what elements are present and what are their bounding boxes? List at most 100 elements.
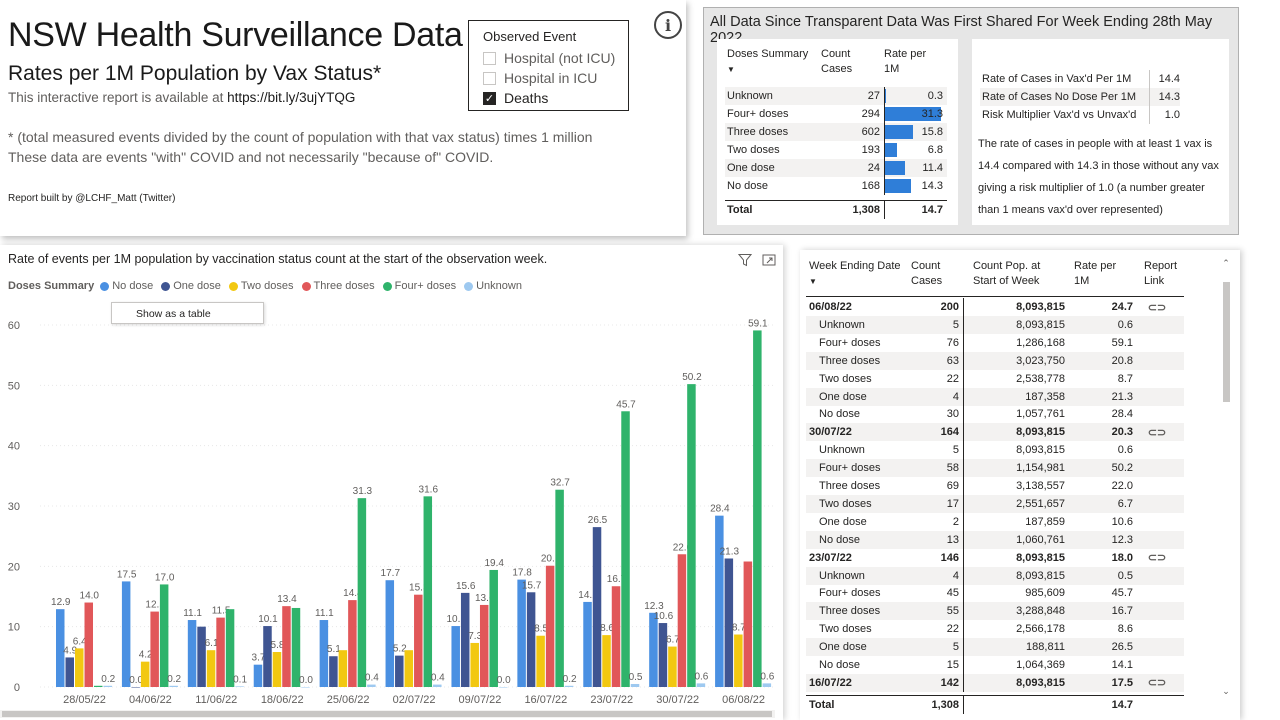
doses-summary-row[interactable]: Unknown 27 0.3 <box>725 87 947 105</box>
bar[interactable] <box>762 683 772 687</box>
bar[interactable] <box>517 579 526 687</box>
bar[interactable] <box>395 655 404 687</box>
dose-detail-row[interactable]: No dose 13 1,060,761 12.3 <box>806 530 1184 549</box>
dose-detail-row[interactable]: Four+ doses 45 985,609 45.7 <box>806 584 1184 603</box>
doses-summary-row[interactable]: One dose 24 11.4 <box>725 159 947 177</box>
doses-summary-row[interactable]: Four+ doses 294 31.3 <box>725 105 947 123</box>
dose-detail-row[interactable]: Three doses 63 3,023,750 20.8 <box>806 351 1184 370</box>
dose-detail-row[interactable]: One dose 4 187,358 21.3 <box>806 387 1184 406</box>
bar[interactable] <box>724 558 734 687</box>
week-group-row[interactable]: 06/08/22 200 8,093,815 24.7 ⊂⊃ <box>806 298 1184 316</box>
dose-detail-row[interactable]: No dose 30 1,057,761 28.4 <box>806 405 1184 424</box>
bar[interactable] <box>649 612 658 687</box>
dose-detail-row[interactable]: One dose 2 187,859 10.6 <box>806 512 1184 531</box>
bar[interactable] <box>630 683 640 687</box>
doses-summary-header[interactable]: Doses Summary ▼ <box>727 48 809 74</box>
bar[interactable] <box>498 687 508 688</box>
bar[interactable] <box>338 650 348 687</box>
link-icon[interactable]: ⊂⊃ <box>1147 426 1167 439</box>
bar[interactable] <box>621 411 630 687</box>
bar[interactable] <box>253 664 263 687</box>
bar[interactable] <box>451 626 460 687</box>
legend-item[interactable]: Two doses <box>228 280 294 292</box>
bar[interactable] <box>235 686 244 687</box>
dose-detail-row[interactable]: Unknown 5 8,093,815 0.6 <box>806 315 1184 334</box>
week-ending-header[interactable]: Week Ending Date ▼ <box>809 260 901 286</box>
bar[interactable] <box>385 580 395 687</box>
legend-item[interactable]: Unknown <box>464 280 522 292</box>
legend-item[interactable]: Four+ doses <box>382 280 456 292</box>
bar[interactable] <box>583 601 592 687</box>
checkbox-checked-icon[interactable]: ✓ <box>483 91 496 105</box>
table-scrollbar[interactable]: ⌃ ⌄ <box>1220 258 1232 698</box>
rate-per-1m-header[interactable]: Rate per 1M <box>884 48 927 75</box>
bar[interactable] <box>734 634 743 687</box>
focus-mode-icon[interactable] <box>762 253 776 267</box>
bar[interactable] <box>65 657 75 687</box>
bar[interactable] <box>272 652 282 687</box>
sort-arrow-icon[interactable]: ▼ <box>727 65 735 74</box>
legend-item[interactable]: No dose <box>100 280 153 292</box>
bar[interactable] <box>753 330 762 687</box>
doses-summary-row[interactable]: No dose 168 14.3 <box>725 177 947 195</box>
bar[interactable] <box>282 606 291 687</box>
link-icon[interactable]: ⊂⊃ <box>1147 552 1167 565</box>
checkbox-icon[interactable] <box>483 51 496 65</box>
rate-per-1m-header[interactable]: Rate per 1M <box>1074 260 1117 287</box>
dose-detail-row[interactable]: Unknown 4 8,093,815 0.5 <box>806 566 1184 585</box>
dose-detail-row[interactable]: One dose 5 188,811 26.5 <box>806 638 1184 657</box>
link-icon[interactable]: ⊂⊃ <box>1147 301 1167 314</box>
bar[interactable] <box>658 623 668 687</box>
bar[interactable] <box>140 661 150 687</box>
bar[interactable] <box>433 684 442 687</box>
observed-event-option[interactable]: Hospital in ICU <box>483 68 628 88</box>
bar[interactable] <box>489 569 498 687</box>
bar[interactable] <box>479 604 489 687</box>
bar[interactable] <box>357 498 367 687</box>
bar[interactable] <box>197 626 206 687</box>
bar[interactable] <box>564 685 574 687</box>
week-group-row[interactable]: 23/07/22 146 8,093,815 18.0 ⊂⊃ <box>806 548 1184 567</box>
bar[interactable] <box>536 635 545 687</box>
dose-detail-row[interactable]: Three doses 69 3,138,557 22.0 <box>806 477 1184 495</box>
report-link-header[interactable]: Report Link <box>1144 260 1178 287</box>
bar[interactable] <box>169 685 178 687</box>
dose-detail-row[interactable]: Two doses 22 2,566,178 8.6 <box>806 620 1184 639</box>
bar[interactable] <box>687 384 696 687</box>
bar[interactable] <box>677 554 687 687</box>
bar[interactable] <box>159 584 169 687</box>
show-as-table-tooltip[interactable]: Show as a table <box>111 302 264 324</box>
week-group-row[interactable]: 16/07/22 142 8,093,815 17.5 ⊂⊃ <box>806 673 1184 692</box>
bar[interactable] <box>611 586 621 687</box>
bar[interactable] <box>423 496 433 687</box>
count-cases-header[interactable]: Count Cases <box>821 48 853 75</box>
bar[interactable] <box>75 648 84 687</box>
bar[interactable] <box>216 617 225 687</box>
count-cases-header[interactable]: Count Cases <box>911 260 943 287</box>
dose-detail-row[interactable]: Unknown 5 8,093,815 0.6 <box>806 441 1184 460</box>
observed-event-option[interactable]: ✓ Deaths <box>483 88 628 108</box>
bar[interactable] <box>103 685 113 687</box>
dose-detail-row[interactable]: Three doses 55 3,288,848 16.7 <box>806 602 1184 621</box>
bar[interactable] <box>206 650 216 687</box>
bar[interactable] <box>545 565 555 687</box>
bar[interactable] <box>301 687 310 688</box>
bar[interactable] <box>668 646 677 687</box>
legend-item[interactable]: Three doses <box>301 280 375 292</box>
bar[interactable] <box>715 515 724 687</box>
bar[interactable] <box>348 600 357 687</box>
link-icon[interactable]: ⊂⊃ <box>1147 677 1167 690</box>
scroll-down-icon[interactable]: ⌄ <box>1222 686 1230 696</box>
bar[interactable] <box>460 592 470 687</box>
bar[interactable] <box>225 609 235 687</box>
bar[interactable] <box>150 611 159 687</box>
filter-icon[interactable] <box>738 253 752 267</box>
bar[interactable] <box>602 635 611 687</box>
dose-detail-row[interactable]: Two doses 17 2,551,657 6.7 <box>806 494 1184 513</box>
observed-event-option[interactable]: Hospital (not ICU) <box>483 48 628 68</box>
bar[interactable] <box>187 620 197 687</box>
doses-summary-row[interactable]: Two doses 193 6.8 <box>725 141 947 159</box>
bar[interactable] <box>526 592 536 687</box>
legend-item[interactable]: One dose <box>161 280 221 292</box>
bar[interactable] <box>555 489 564 687</box>
